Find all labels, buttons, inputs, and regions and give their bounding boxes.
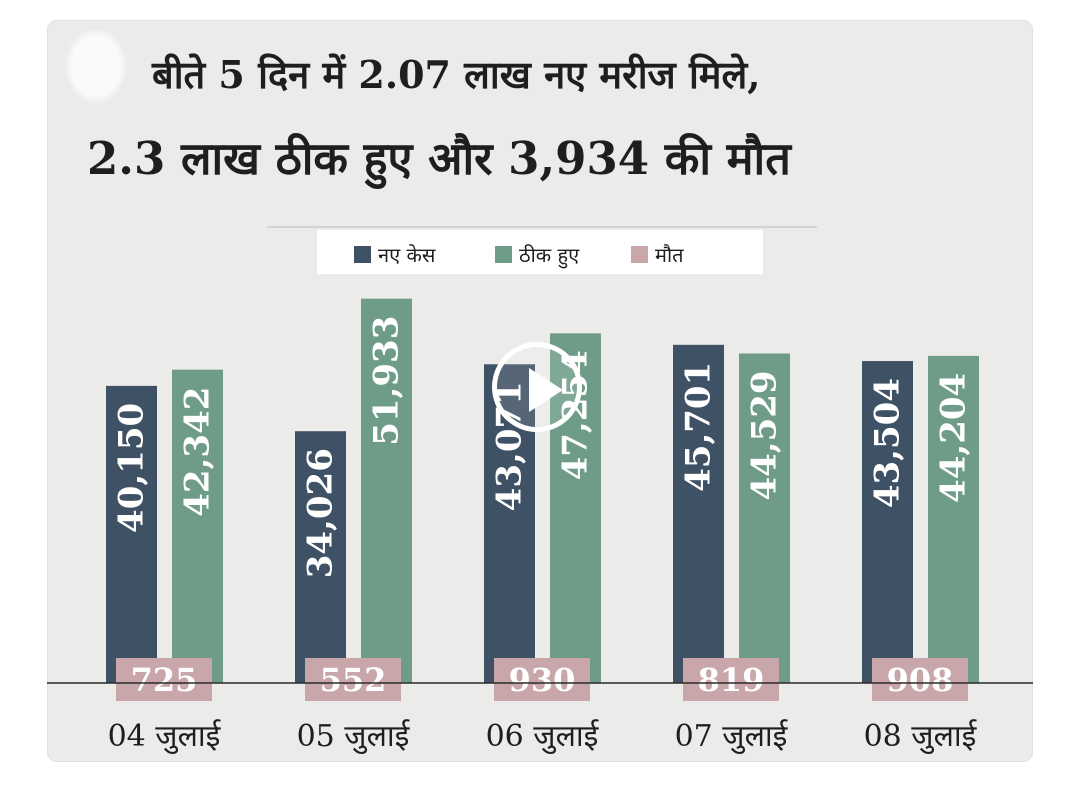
x-tick-label: 06 जुलाई: [486, 719, 600, 755]
bar-value-label: 44,204: [934, 373, 974, 503]
legend-label: ठीक हुए: [519, 243, 580, 269]
x-tick-label: 05 जुलाई: [297, 719, 411, 755]
legend-swatch: [631, 246, 648, 263]
legend-label: मौत: [655, 243, 684, 267]
chart-title-line2: 2.3 लाख ठीक हुए और 3,934 की मौत: [87, 132, 791, 185]
bar: [673, 344, 724, 683]
chart-card: बीते 5 दिन में 2.07 लाख नए मरीज मिले, 2.…: [47, 20, 1033, 762]
death-box: [494, 658, 590, 701]
legend-label: नए केस: [378, 243, 436, 267]
play-button[interactable]: [492, 342, 582, 432]
legend-swatch: [354, 246, 371, 263]
x-axis-labels: 04 जुलाई 05 जुलाई 06 जुलाई 07 जुलाई 08 जुलाई: [108, 719, 978, 755]
legend-box: [317, 230, 763, 274]
death-box: [305, 658, 401, 701]
legend: नए केस ठीक हुए मौत: [354, 243, 684, 269]
death-box: [872, 658, 968, 701]
bar-value-label: 45,701: [679, 362, 719, 492]
logo-blurred: [65, 28, 127, 104]
bar-value-label: 51,933: [367, 316, 407, 446]
bar: [928, 355, 979, 683]
x-tick-label: 07 जुलाई: [675, 719, 789, 755]
death-value-label: 552: [320, 661, 387, 699]
bar: [361, 298, 412, 683]
bar-value-label: 43,504: [868, 378, 908, 508]
death-box: [683, 658, 779, 701]
bar: [295, 431, 346, 683]
death-box: [116, 658, 212, 701]
legend-swatch: [495, 246, 512, 263]
bar-value-label: 40,150: [112, 403, 152, 533]
bar-value-label: 44,529: [745, 370, 785, 500]
chart-title-line1: बीते 5 दिन में 2.07 लाख नए मरीज मिले,: [152, 52, 761, 97]
death-value-label: 930: [509, 661, 576, 699]
bar-chart: नए केस ठीक हुए मौत 40,150 42,342 725 34,026 51…: [47, 226, 1033, 755]
x-tick-label: 04 जुलाई: [108, 719, 222, 755]
death-value-label: 725: [131, 661, 198, 699]
bar-value-label: 34,026: [301, 448, 341, 578]
death-value-label: 908: [887, 661, 954, 699]
bar: [172, 369, 223, 683]
bar: [739, 353, 790, 683]
death-value-label: 819: [698, 661, 765, 699]
bar-value-label: 42,342: [178, 387, 218, 517]
x-tick-label: 08 जुलाई: [864, 719, 978, 755]
bar: [862, 361, 913, 683]
bar: [106, 385, 157, 683]
